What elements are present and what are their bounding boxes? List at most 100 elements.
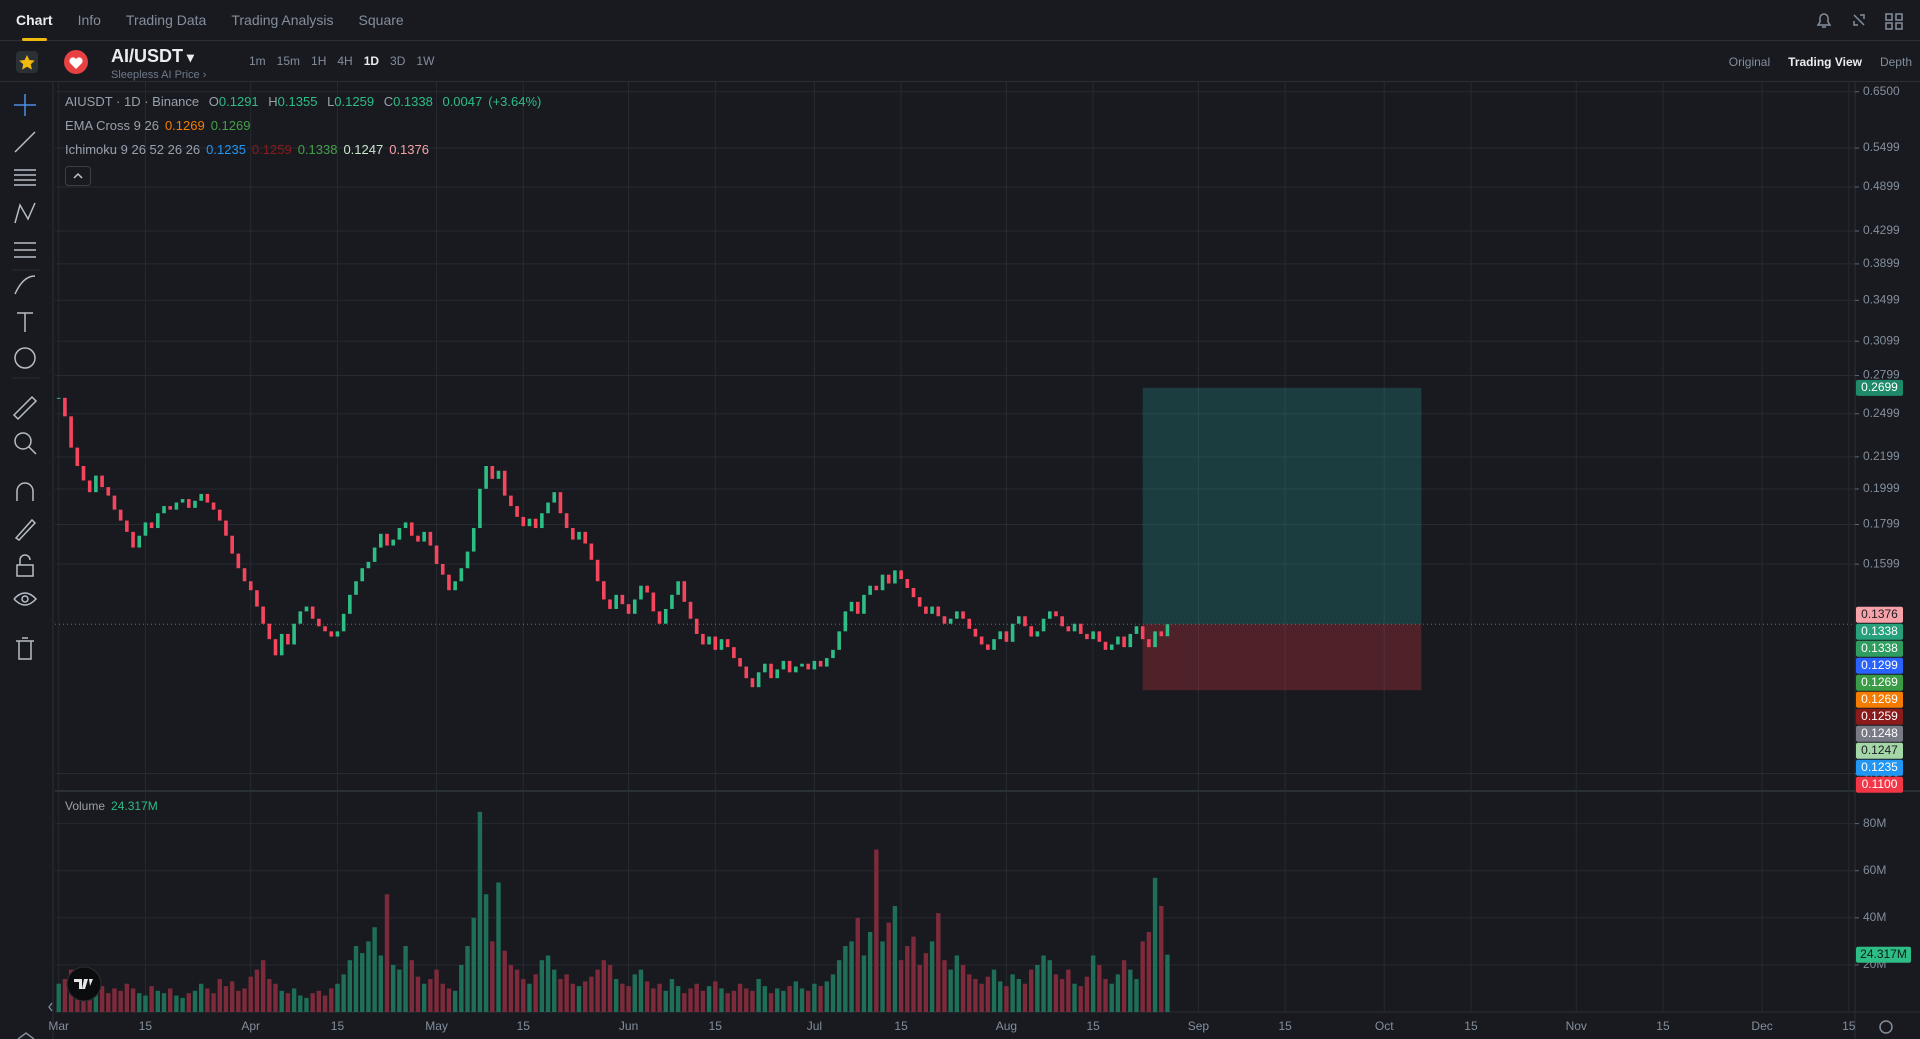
volume-bar	[576, 986, 582, 1012]
tool-icon[interactable]	[14, 518, 37, 541]
tool-icon[interactable]	[16, 554, 34, 577]
collapse-button[interactable]	[65, 166, 91, 186]
bell-icon[interactable]	[1816, 13, 1832, 28]
nav-tab[interactable]: Trading Analysis	[231, 11, 334, 28]
tool-glyph	[14, 518, 37, 541]
tool-icon[interactable]	[14, 432, 37, 455]
interval[interactable]: 1D	[363, 54, 380, 68]
candle	[391, 539, 395, 546]
x-tick-label: 15	[517, 1019, 531, 1033]
tool-icon[interactable]	[13, 592, 38, 606]
candle	[248, 581, 253, 591]
volume-bar	[607, 964, 613, 1012]
tool-icon[interactable]	[14, 347, 36, 369]
candle	[589, 543, 594, 560]
volume-name: Volume	[65, 799, 106, 813]
candle	[490, 466, 495, 479]
price-tag	[1856, 742, 1903, 759]
y-tick-label: 0.2199	[1863, 449, 1900, 463]
candle	[267, 623, 272, 640]
interval[interactable]: 15m	[276, 54, 301, 68]
tool-icon[interactable]	[14, 94, 36, 116]
interval[interactable]: 1m	[249, 54, 266, 68]
candle	[1078, 623, 1083, 634]
tool-icon[interactable]	[16, 637, 34, 660]
volume-bar	[1072, 983, 1077, 1012]
volume-bar	[390, 964, 396, 1012]
volume-bar	[347, 960, 353, 1012]
ohlc-prefix: O	[208, 94, 219, 109]
candle	[1072, 623, 1077, 632]
tool-icon[interactable]	[14, 131, 36, 153]
volume-bar	[341, 974, 346, 1012]
volume-bar	[421, 983, 427, 1012]
candle	[317, 618, 321, 627]
symbol[interactable]: AI/USDT	[111, 46, 194, 67]
price-tag	[1856, 725, 1903, 742]
tool-icon[interactable]	[14, 275, 36, 295]
candle	[354, 581, 358, 595]
volume-bar	[106, 993, 111, 1012]
volume-bar	[929, 941, 935, 1012]
candle	[304, 606, 309, 612]
nav-tab[interactable]: Chart	[16, 0, 53, 41]
candle	[1165, 624, 1170, 637]
candle	[1128, 633, 1133, 648]
tool-icon[interactable]	[12, 395, 38, 421]
legend-row: EMA Cross 9 26 0.1269 0.1269	[65, 114, 547, 138]
volume-bar	[849, 941, 854, 1012]
candle	[1103, 641, 1108, 650]
volume-bar	[583, 981, 588, 1012]
nav-tab[interactable]: Info	[77, 11, 101, 28]
candle	[286, 633, 290, 645]
nav-tab[interactable]: Trading Data	[125, 11, 207, 28]
price-tag-label: 0.1259	[1861, 709, 1898, 723]
view-option[interactable]: Depth	[1879, 55, 1912, 69]
candle	[1016, 616, 1021, 624]
volume-bar	[112, 988, 117, 1012]
candle	[781, 660, 786, 670]
interval[interactable]: 1W	[416, 54, 435, 68]
layout-icon[interactable]	[1885, 13, 1903, 30]
candle	[1047, 611, 1052, 619]
symbol-subtitle[interactable]: Sleepless AI Price	[111, 69, 206, 81]
interval[interactable]: 1H	[311, 54, 327, 68]
candle	[193, 500, 197, 508]
y-tick-label: 0.6500	[1863, 84, 1900, 98]
interval[interactable]: 3D	[390, 54, 406, 68]
tool-glyph	[16, 482, 34, 501]
volume-bar	[1035, 964, 1040, 1012]
volume-bar	[1115, 974, 1121, 1012]
volume-bar	[198, 983, 204, 1012]
tool-icon[interactable]	[16, 482, 34, 501]
volume-bar	[521, 979, 526, 1012]
tool-icon[interactable]	[14, 169, 36, 186]
tool-icon[interactable]	[14, 202, 36, 224]
candle	[143, 522, 148, 536]
tool-icon[interactable]	[14, 242, 36, 258]
candle	[595, 559, 600, 582]
candle	[230, 535, 234, 554]
candle	[601, 581, 606, 600]
tool-glyph	[14, 242, 36, 258]
tool-icon[interactable]	[17, 312, 33, 332]
candle	[942, 616, 947, 624]
view-option[interactable]: Original	[1728, 55, 1771, 69]
volume-bar	[1152, 877, 1158, 1012]
settings-icon[interactable]	[1879, 1020, 1893, 1034]
interval[interactable]: 4H	[337, 54, 353, 68]
x-tick-label: Dec	[1751, 1019, 1772, 1033]
candle	[936, 606, 941, 617]
volume-bar	[465, 946, 470, 1012]
expand-icon[interactable]	[1853, 14, 1865, 26]
candle	[558, 492, 563, 514]
candle	[806, 663, 811, 670]
nav-tab[interactable]: Square	[358, 11, 404, 28]
candle	[725, 639, 730, 648]
volume-tick-label: 80M	[1863, 816, 1886, 830]
tool-glyph	[14, 432, 37, 455]
candle	[880, 574, 885, 591]
chart-legend: AIUSDT · 1D · Binance O0.1291 H0.1355 L0…	[65, 90, 547, 194]
candle	[81, 466, 86, 481]
view-option[interactable]: Trading View	[1788, 55, 1862, 69]
